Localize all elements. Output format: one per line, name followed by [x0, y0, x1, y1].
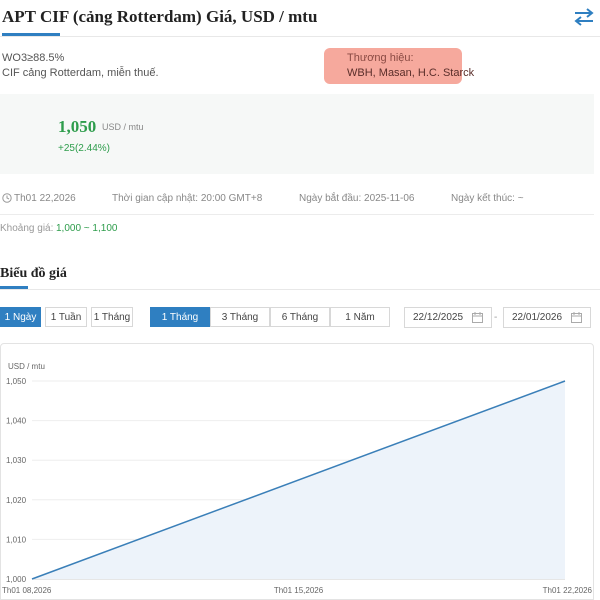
y-axis-label: USD / mtu — [8, 362, 45, 371]
date-from-input[interactable]: 22/12/2025 — [404, 307, 492, 328]
section-underline — [0, 286, 28, 289]
brand-label: Thương hiệu: — [347, 52, 414, 64]
date-from-value: 22/12/2025 — [413, 312, 464, 323]
section-divider — [0, 289, 600, 290]
price-chart[interactable]: 1,000 1,010 1,020 1,030 1,040 1,050 Th01 08,2… — [0, 343, 594, 600]
date-to-input[interactable]: 22/01/2026 — [503, 307, 591, 328]
interval-1-week-button[interactable]: 1 Tuần — [45, 307, 87, 327]
y-tick-label: 1,050 — [6, 377, 27, 386]
y-tick-label: 1,030 — [6, 456, 27, 465]
interval-1-month-button[interactable]: 1 Tháng — [91, 307, 133, 327]
calendar-icon — [571, 312, 582, 323]
price-range-label: Khoảng giá: — [0, 223, 54, 234]
interval-1-day-button[interactable]: 1 Ngày — [0, 307, 41, 327]
period-3-months-button[interactable]: 3 Tháng — [210, 307, 270, 327]
swap-arrows-icon[interactable] — [572, 6, 596, 28]
info-start-date: Ngày bắt đầu: 2025-11-06 — [299, 193, 415, 204]
period-1-month-button[interactable]: 1 Tháng — [150, 307, 210, 327]
x-tick-label: Th01 15,2026 — [274, 586, 324, 595]
spec-purity: WO3≥88.5% — [2, 52, 65, 64]
brand-value: WBH, Masan, H.C. Starck — [347, 67, 475, 79]
info-end-date: Ngày kết thúc: ~ — [451, 193, 524, 204]
calendar-icon — [472, 312, 483, 323]
header-divider — [0, 36, 600, 37]
price-range-value: 1,000 ~ 1,100 — [56, 223, 118, 234]
info-updated: Thời gian cập nhật: 20:00 GMT+8 — [112, 193, 263, 204]
y-tick-label: 1,020 — [6, 496, 27, 505]
x-tick-label: Th01 08,2026 — [2, 586, 52, 595]
brand-highlight — [324, 48, 462, 84]
y-tick-label: 1,010 — [6, 535, 27, 544]
price-panel — [0, 94, 594, 174]
price-line-series — [31, 380, 566, 580]
price-change: +25(2.44%) — [58, 143, 110, 154]
date-to-value: 22/01/2026 — [512, 312, 563, 323]
period-1-year-button[interactable]: 1 Năm — [330, 307, 390, 327]
chart-section-title: Biểu đồ giá — [0, 266, 67, 281]
info-date: Th01 22,2026 — [14, 193, 76, 204]
x-tick-label: Th01 22,2026 — [543, 586, 593, 595]
price-unit: USD / mtu — [102, 122, 144, 132]
clock-icon — [2, 193, 12, 203]
page-title: APT CIF (cảng Rotterdam) Giá, USD / mtu — [2, 7, 318, 26]
y-tick-label: 1,000 — [6, 575, 27, 584]
y-tick-label: 1,040 — [6, 417, 27, 426]
date-range-separator: - — [494, 312, 498, 323]
title-underline — [2, 33, 60, 36]
period-6-months-button[interactable]: 6 Tháng — [270, 307, 330, 327]
info-divider — [0, 214, 594, 215]
spec-terms: CIF cảng Rotterdam, miễn thuế. — [2, 67, 159, 79]
price-value: 1,050 — [58, 117, 97, 136]
